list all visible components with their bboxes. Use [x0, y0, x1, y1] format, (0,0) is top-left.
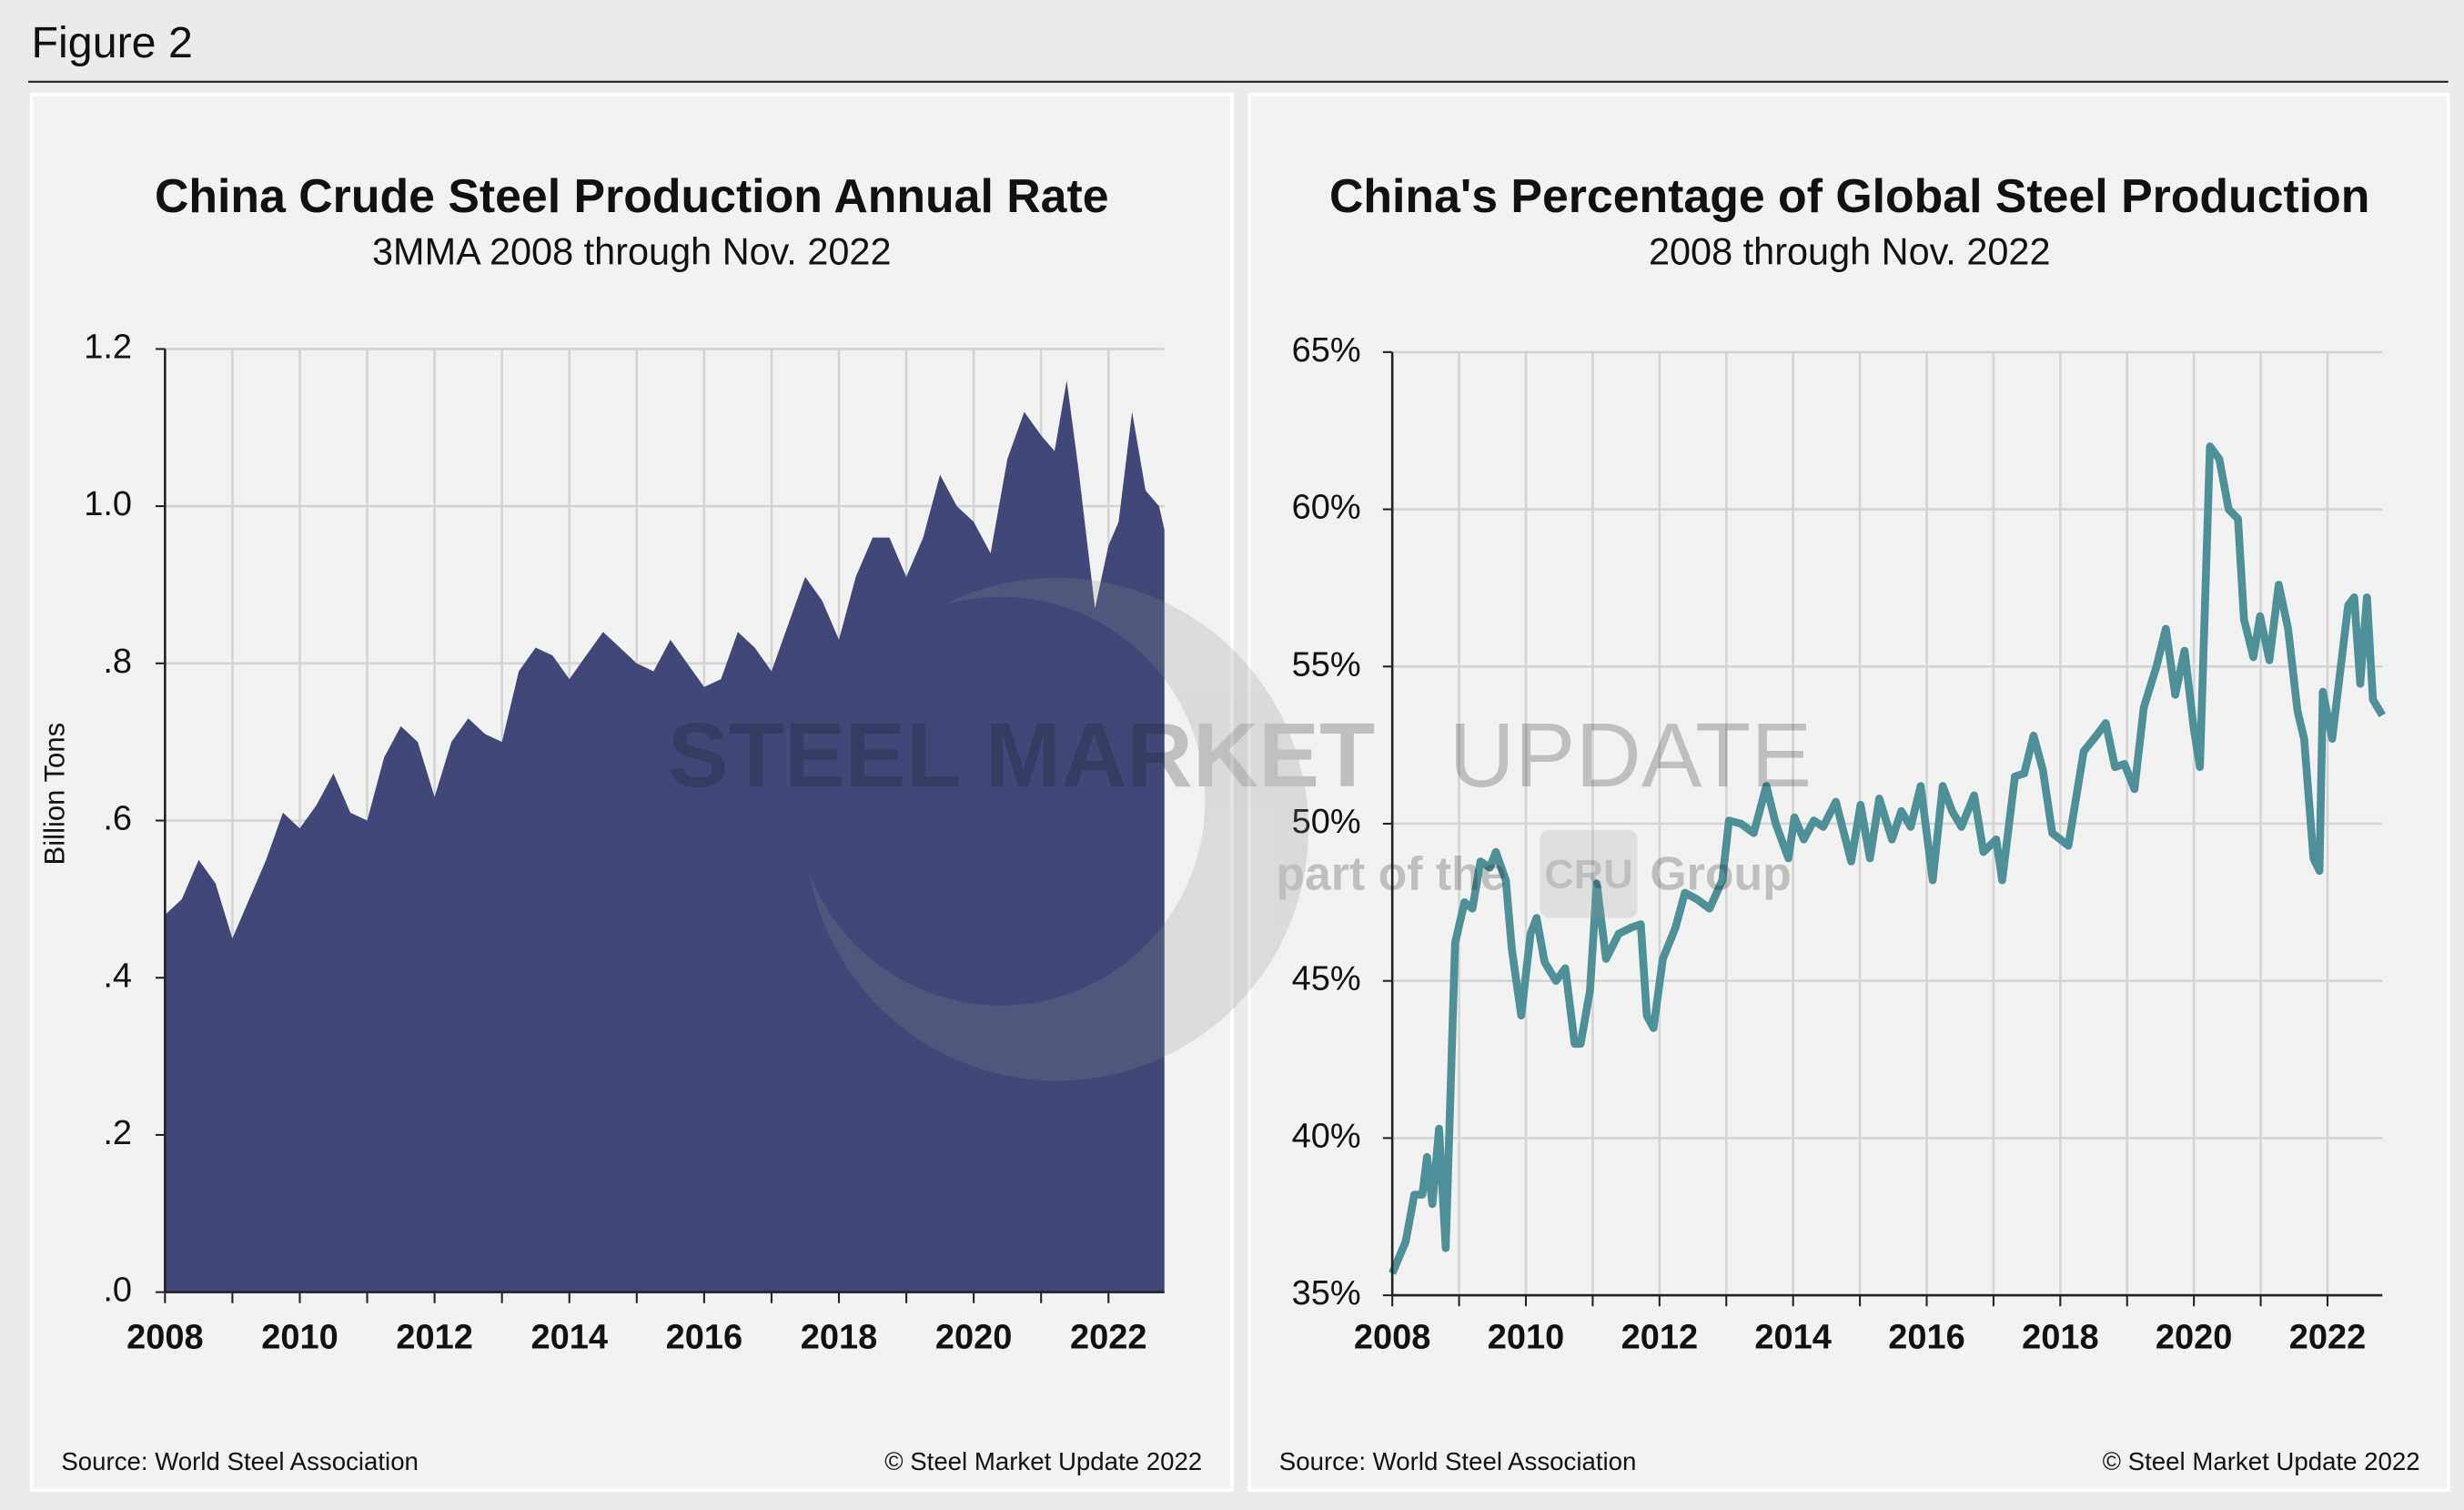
y-tick-label: 1.2 [84, 328, 132, 366]
y-tick-label: 55% [1292, 645, 1361, 684]
x-tick-label: 2014 [530, 1318, 608, 1356]
chart-title: China Crude Steel Production Annual Rate [155, 169, 1109, 222]
chart-subtitle: 3MMA 2008 through Nov. 2022 [372, 230, 892, 273]
panel-right [1247, 92, 2450, 1492]
x-tick-label: 2014 [1754, 1318, 1832, 1356]
x-tick-label: 2012 [396, 1318, 473, 1356]
watermark-brand-light: UPDATE [1449, 704, 1812, 806]
x-tick-label: 2020 [935, 1318, 1013, 1356]
watermark-brand-bold: STEEL MARKET [668, 704, 1375, 806]
x-tick-label: 2008 [126, 1318, 204, 1356]
copyright-note: © Steel Market Update 2022 [2103, 1447, 2420, 1475]
y-tick-label: .2 [103, 1114, 132, 1152]
y-axis-title: Billion Tons [38, 723, 70, 866]
y-tick-label: 50% [1292, 803, 1361, 841]
watermark-part-of: part of the [1276, 846, 1506, 899]
y-tick-label: 60% [1292, 489, 1361, 527]
watermark-logo: CRU [1544, 851, 1632, 897]
x-tick-label: 2010 [261, 1318, 338, 1356]
x-tick-label: 2018 [801, 1318, 878, 1356]
y-tick-label: 40% [1292, 1117, 1361, 1155]
line [1389, 442, 2386, 1275]
source-note: Source: World Steel Association [1279, 1447, 1637, 1475]
watermark-logo-box [1540, 829, 1638, 918]
x-tick-label: 2008 [1354, 1318, 1431, 1356]
x-tick-label: 2020 [2156, 1318, 2233, 1356]
watermark-crescent [809, 577, 1308, 1081]
watermark: STEEL MARKET UPDATE part of the CRU Group [668, 577, 1812, 1081]
y-tick-label: .6 [103, 800, 132, 838]
y-tick-label: .0 [103, 1272, 132, 1310]
y-tick-label: 45% [1292, 960, 1361, 998]
y-tick-label: 65% [1292, 331, 1361, 370]
x-tick-label: 2022 [2289, 1318, 2367, 1356]
y-tick-label: .8 [103, 643, 132, 681]
y-tick-label: .4 [103, 957, 132, 995]
figure-label: Figure 2 [32, 18, 193, 67]
copyright-note: © Steel Market Update 2022 [884, 1447, 1202, 1475]
x-tick-label: 2010 [1488, 1318, 1565, 1356]
x-tick-label: 2016 [1888, 1318, 1965, 1356]
x-tick-label: 2012 [1621, 1318, 1699, 1356]
chart-title: China's Percentage of Global Steel Produ… [1329, 169, 2369, 222]
area [165, 380, 1165, 1292]
y-tick-label: 1.0 [84, 485, 132, 523]
y-tick-label: 35% [1292, 1274, 1361, 1312]
x-tick-label: 2016 [666, 1318, 743, 1356]
x-tick-label: 2018 [2022, 1318, 2099, 1356]
chart-subtitle: 2008 through Nov. 2022 [1649, 230, 2051, 273]
source-note: Source: World Steel Association [61, 1447, 419, 1475]
x-tick-label: 2022 [1070, 1318, 1147, 1356]
watermark-group: Group [1650, 846, 1791, 899]
